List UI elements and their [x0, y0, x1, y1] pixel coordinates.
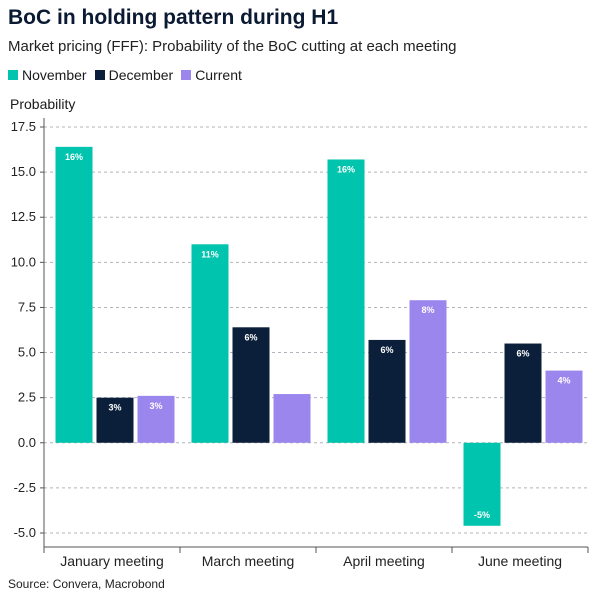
y-tick-label: 10.0 [11, 254, 36, 269]
source-note: Source: Convera, Macrobond [8, 577, 165, 591]
data-label: 16% [65, 152, 83, 162]
y-tick-label: 17.5 [11, 119, 36, 134]
legend-swatch-current [181, 70, 192, 80]
legend-swatch-november [8, 70, 18, 80]
bar-november-4 [463, 442, 501, 526]
y-tick-label: 15.0 [11, 164, 36, 179]
x-tick-label: June meeting [478, 553, 562, 569]
bar-november-2 [191, 244, 229, 443]
bar-december-4 [504, 343, 542, 443]
bar-november-1 [55, 146, 93, 443]
bar-current-3 [409, 300, 447, 443]
y-tick-label: -2.5 [14, 480, 36, 495]
legend-swatch-december [94, 70, 105, 80]
data-label: 4% [557, 376, 570, 386]
y-tick-label: 0.0 [18, 435, 36, 450]
data-label: 16% [337, 164, 355, 174]
legend-label-current: Current [195, 67, 242, 83]
legend-item-november: November [8, 67, 87, 83]
y-tick-label: 12.5 [11, 209, 36, 224]
y-tick-label: -5.0 [14, 525, 36, 540]
legend-item-december: December [94, 67, 174, 83]
legend-label-november: November [22, 67, 87, 83]
y-axis-label: Probability [10, 96, 76, 112]
bar-current-4 [545, 370, 583, 443]
data-label: 6% [244, 332, 257, 342]
x-tick-label: March meeting [202, 553, 295, 569]
legend-label-december: December [108, 67, 174, 83]
bar-december-2 [232, 327, 270, 443]
chart-title: BoC in holding pattern during H1 [8, 6, 339, 29]
x-tick-label: January meeting [60, 553, 164, 569]
data-label: 6% [380, 345, 393, 355]
bar-current-1 [137, 395, 175, 443]
data-label: 6% [516, 349, 529, 359]
data-label: 8% [421, 305, 434, 315]
bar-november-3 [327, 159, 365, 443]
data-label: 3% [108, 403, 121, 413]
data-label: -5% [474, 510, 490, 520]
chart-subtitle: Market pricing (FFF): Probability of the… [8, 38, 457, 55]
bar-december-3 [368, 339, 406, 443]
legend: November December Current [8, 67, 250, 83]
x-tick-label: April meeting [343, 553, 425, 569]
y-tick-label: 2.5 [18, 390, 36, 405]
bar-december-1 [96, 397, 134, 443]
y-tick-label: 7.5 [18, 299, 36, 314]
legend-item-current: Current [181, 67, 242, 83]
y-tick-label: 5.0 [18, 345, 36, 360]
data-label: 3% [149, 401, 162, 411]
bar-current-2 [273, 394, 311, 443]
data-label: 11% [201, 249, 219, 259]
